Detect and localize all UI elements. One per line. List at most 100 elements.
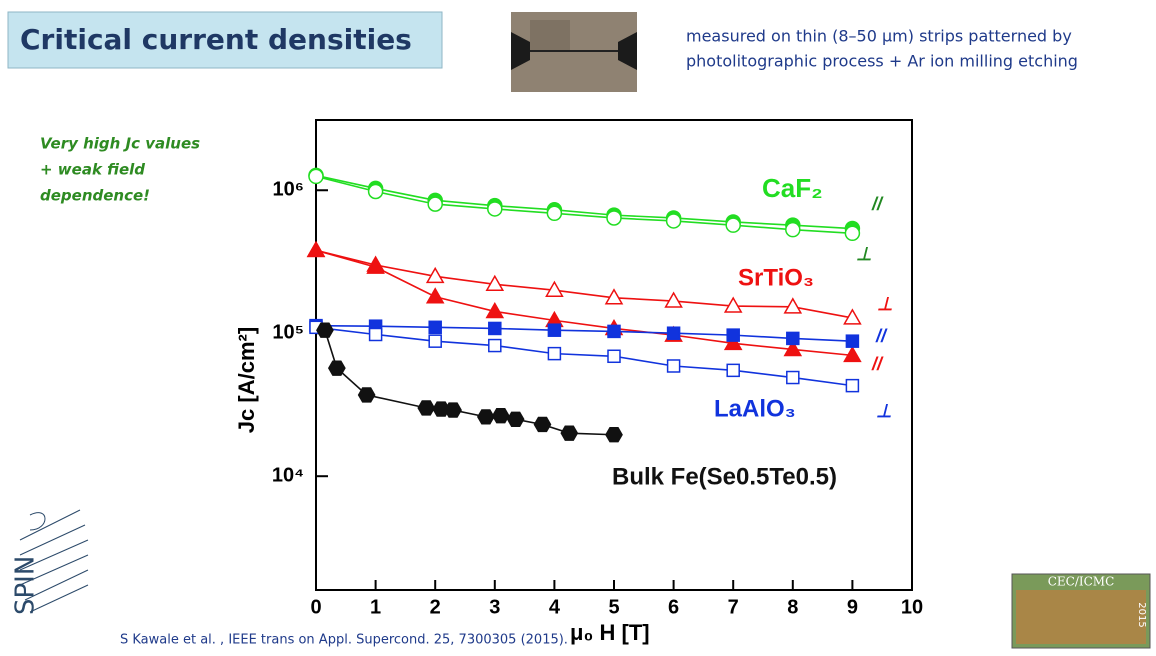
marker — [560, 425, 579, 441]
annotation: // — [871, 354, 884, 374]
marker — [605, 427, 623, 443]
marker — [485, 301, 505, 319]
marker — [366, 257, 385, 274]
x-tick-label: 4 — [549, 596, 561, 618]
marker — [786, 331, 800, 346]
marker — [308, 168, 324, 185]
marker — [666, 326, 681, 340]
x-tick-label: 0 — [310, 596, 321, 618]
marker — [432, 401, 451, 417]
marker — [368, 327, 383, 342]
annotation: LaAlO₃ — [714, 395, 796, 422]
marker — [845, 378, 860, 393]
annotation: CaF₂ — [762, 173, 823, 203]
marker — [726, 363, 740, 378]
marker — [444, 402, 462, 418]
slide-title: Critical current densities — [20, 23, 412, 56]
marker — [665, 213, 682, 229]
series-line — [315, 174, 853, 230]
spin-logo — [19, 509, 89, 613]
series — [308, 168, 861, 242]
annotation: SrTiO₃ — [738, 264, 814, 291]
spin-logo-text: SPIN — [11, 556, 41, 615]
marker — [506, 411, 525, 427]
x-tick-label: 10 — [901, 596, 923, 618]
marker — [666, 359, 681, 373]
marker — [546, 205, 563, 222]
marker — [547, 323, 562, 337]
marker — [316, 322, 334, 338]
marker — [783, 297, 803, 314]
marker — [327, 360, 346, 376]
series-line — [315, 249, 853, 319]
x-tick-label: 8 — [787, 596, 798, 618]
marker — [606, 210, 622, 226]
y-tick-label: 10⁴ — [272, 464, 304, 486]
y-tick-label: 10⁶ — [273, 179, 304, 201]
sample-photo — [511, 12, 637, 92]
marker — [843, 308, 862, 325]
marker — [491, 408, 510, 424]
series — [306, 240, 862, 363]
marker — [417, 400, 436, 416]
marker — [357, 387, 376, 403]
marker — [725, 217, 741, 233]
series — [309, 320, 860, 393]
note-line: + weak field — [40, 161, 145, 179]
annotation: ⊥ — [877, 294, 893, 314]
annotation: Bulk Fe(Se0.5Te0.5) — [612, 463, 837, 490]
marker — [425, 266, 445, 284]
x-tick-label: 2 — [430, 596, 441, 618]
marker — [485, 274, 505, 292]
x-tick-label: 9 — [847, 596, 858, 618]
title-box — [7, 11, 443, 69]
x-tick-label: 7 — [728, 596, 739, 618]
x-tick-label: 3 — [489, 596, 500, 618]
annotation: ⊥ — [876, 401, 892, 421]
marker — [607, 324, 621, 339]
cec-logo-text: CEC/ICMC — [1048, 575, 1115, 589]
y-tick-label: 10⁵ — [272, 322, 304, 344]
marker — [428, 334, 442, 348]
marker — [488, 321, 502, 336]
series-line — [315, 249, 853, 357]
marker — [306, 240, 326, 258]
note-line: dependence! — [40, 187, 150, 205]
x-axis-label: μ₀ H [T] — [570, 620, 650, 645]
marker — [607, 349, 621, 364]
series-line — [315, 175, 853, 235]
series-line — [315, 326, 853, 387]
marker — [487, 201, 503, 217]
annotation: // — [871, 194, 884, 214]
y-axis-label: Jc [A/cm²] — [234, 327, 259, 433]
annotation: ⊥ — [856, 244, 872, 264]
marker — [488, 338, 502, 353]
cec-logo-bg — [1016, 590, 1146, 644]
marker — [545, 280, 564, 297]
note-line: Very high Jc values — [40, 135, 200, 153]
series — [316, 322, 623, 443]
marker — [427, 196, 443, 212]
cec-logo-year: 2015 — [1136, 602, 1147, 627]
marker — [726, 328, 740, 342]
marker — [843, 345, 862, 363]
x-tick-label: 6 — [668, 596, 679, 618]
annotation: // — [875, 326, 888, 346]
marker — [664, 291, 683, 308]
reference: S Kawale et al. , IEEE trans on Appl. Su… — [120, 633, 568, 648]
series — [309, 318, 860, 348]
marker — [785, 221, 801, 238]
marker — [604, 288, 624, 305]
description-line: measured on thin (8–50 μm) strips patter… — [686, 27, 1072, 46]
x-tick-label: 1 — [370, 596, 381, 618]
marker — [367, 183, 384, 200]
series-line — [324, 329, 615, 436]
marker — [786, 370, 800, 385]
marker — [844, 225, 861, 242]
marker — [425, 287, 445, 304]
marker — [783, 339, 803, 357]
series-line — [315, 324, 853, 342]
x-tick-label: 5 — [608, 596, 619, 618]
marker — [845, 334, 860, 348]
